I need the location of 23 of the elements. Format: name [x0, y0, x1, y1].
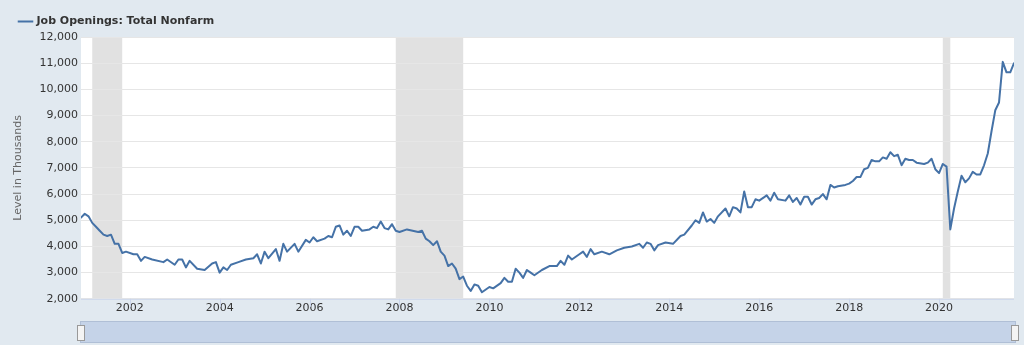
y-tick-label: 9,000: [46, 108, 78, 122]
x-tick-label: 2020: [925, 301, 954, 315]
x-tick-label: 2006: [295, 301, 324, 315]
y-tick-label: 8,000: [46, 134, 78, 148]
y-tick-label: 10,000: [39, 82, 78, 96]
x-tick-label: 2002: [115, 301, 144, 315]
y-tick-label: 3,000: [46, 265, 78, 279]
x-tick-label: 2008: [385, 301, 414, 315]
x-tick-label: 2004: [205, 301, 234, 315]
x-tick-label: 2014: [655, 301, 684, 315]
x-tick-label: 2012: [565, 301, 594, 315]
legend-label: Job Openings: Total Nonfarm: [35, 14, 215, 28]
y-tick-label: 6,000: [46, 186, 78, 200]
y-tick-label: 11,000: [39, 56, 78, 70]
x-tick-label: 2010: [475, 301, 504, 315]
y-tick-label: 4,000: [46, 239, 78, 253]
x-tick-label: 2018: [835, 301, 864, 315]
y-tick-label: 12,000: [39, 29, 78, 43]
y-tick-label: 5,000: [46, 213, 78, 227]
x-tick-label: 2016: [745, 301, 774, 315]
y-tick-label: 7,000: [46, 160, 78, 174]
y-axis-title: Level in Thousands: [11, 114, 25, 221]
y-tick-label: 2,000: [46, 291, 78, 305]
